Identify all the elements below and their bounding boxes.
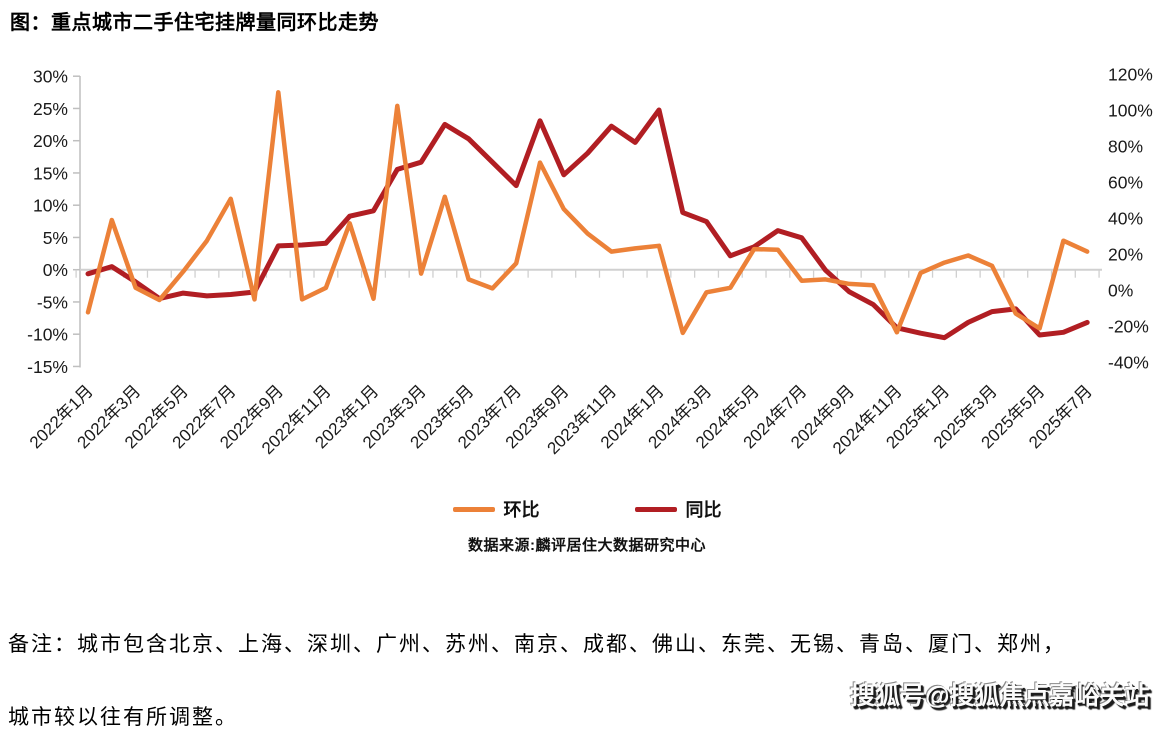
chart-legend: 环比 同比 (0, 496, 1174, 522)
left-axis-label: 10% (33, 196, 68, 216)
right-axis-label: -40% (1108, 353, 1149, 373)
right-axis-label: 40% (1108, 209, 1143, 229)
legend-label-mom: 环比 (503, 500, 540, 520)
right-axis-label: 120% (1108, 65, 1153, 85)
chart-title: 图：重点城市二手住宅挂牌量同环比走势 (10, 12, 379, 34)
left-axis-label: -5% (37, 292, 68, 312)
line-chart: 30% 25% 20% 15% 10% 5% 0% -5% -10% -15% 120% 100% 80… (26, 65, 1153, 459)
right-axis-label: 60% (1108, 173, 1143, 193)
right-axis-label: 80% (1108, 137, 1143, 157)
right-axis-label: 100% (1108, 101, 1153, 121)
left-axis-label: 25% (33, 99, 68, 119)
mom-series-line (85, 90, 1090, 336)
left-axis-label: 15% (33, 163, 68, 183)
legend-label-yoy: 同比 (685, 500, 722, 520)
watermark: 搜狐号@搜狐焦点嘉峪关站 (850, 682, 1150, 710)
right-axis-label: -20% (1108, 317, 1149, 337)
right-axis-label: 0% (1108, 281, 1133, 301)
left-axis-label: -15% (27, 357, 68, 377)
yoy-line-swatch (634, 506, 677, 512)
footnote: 备注：城市包含北京、上海、深圳、广州、苏州、南京、成都、佛山、东莞、无锡、青岛、… (8, 608, 1168, 754)
left-axis-label: 30% (33, 67, 68, 87)
left-axis-label: 0% (43, 260, 68, 280)
left-axis-label: 20% (33, 131, 68, 151)
left-axis-label: -10% (27, 325, 68, 345)
data-source: 数据来源:麟评居住大数据研究中心 (468, 537, 706, 554)
right-axis-label: 20% (1108, 245, 1143, 265)
legend-item-yoy: 同比 (634, 496, 722, 522)
legend-item-mom: 环比 (452, 496, 540, 522)
left-axis-label: 5% (43, 228, 68, 248)
mom-line-swatch (452, 506, 495, 512)
footnote-line-1: 备注：城市包含北京、上海、深圳、广州、苏州、南京、成都、佛山、东莞、无锡、青岛、… (8, 632, 1066, 656)
